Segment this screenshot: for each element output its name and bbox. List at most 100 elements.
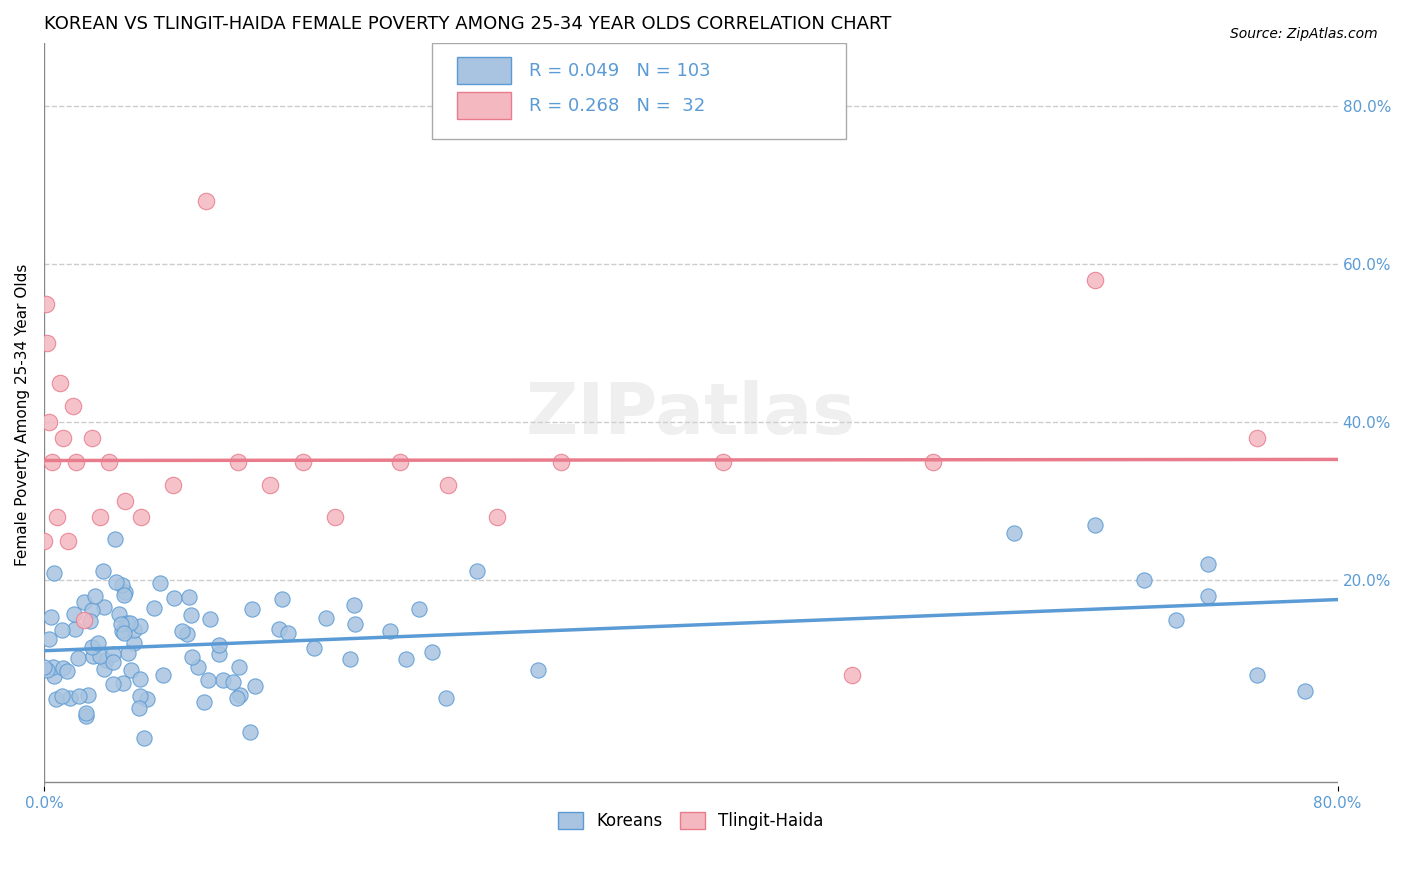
Point: [111, 578, 134, 592]
Point: [97, 455, 120, 469]
Point: [87, 636, 110, 650]
Point: [1002, 525, 1025, 540]
Point: [111, 624, 134, 638]
Point: [42, 668, 65, 682]
Point: [1132, 574, 1154, 588]
Point: [1164, 613, 1187, 627]
Point: [82, 431, 104, 445]
Point: [225, 691, 247, 706]
FancyBboxPatch shape: [457, 57, 510, 85]
Point: [135, 691, 157, 706]
Point: [93, 662, 115, 676]
Point: [122, 624, 145, 638]
Point: [38, 415, 60, 429]
Point: [180, 607, 202, 622]
Point: [80, 640, 103, 654]
Point: [76, 689, 98, 703]
Point: [91, 564, 114, 578]
Point: [172, 624, 194, 639]
Point: [75, 706, 97, 721]
Point: [212, 673, 235, 687]
Point: [101, 647, 124, 661]
Point: [128, 618, 150, 632]
Point: [222, 675, 245, 690]
Point: [269, 622, 291, 636]
Point: [239, 725, 262, 739]
Point: [89, 510, 111, 524]
Point: [45, 510, 67, 524]
Point: [1294, 684, 1316, 698]
Point: [62, 400, 84, 414]
Point: [49, 376, 72, 390]
Point: [408, 602, 430, 616]
Point: [711, 455, 734, 469]
Point: [112, 626, 135, 640]
Point: [187, 660, 209, 674]
Point: [176, 627, 198, 641]
Point: [194, 194, 217, 208]
Point: [32, 533, 55, 548]
Point: [226, 455, 249, 469]
Point: [380, 624, 402, 639]
Point: [79, 614, 101, 628]
Point: [132, 731, 155, 746]
Point: [34, 296, 56, 310]
Point: [152, 667, 174, 681]
Point: [163, 591, 186, 606]
Point: [94, 653, 117, 667]
Point: [1084, 273, 1107, 287]
Point: [550, 455, 572, 469]
Point: [129, 510, 152, 524]
Point: [103, 655, 125, 669]
Point: [118, 616, 141, 631]
Point: [1246, 668, 1268, 682]
Point: [436, 691, 458, 706]
Point: [437, 478, 460, 492]
Point: [208, 638, 231, 652]
Point: [75, 708, 97, 723]
Point: [388, 455, 411, 469]
Point: [62, 607, 84, 621]
Point: [1246, 431, 1268, 445]
Point: [117, 646, 139, 660]
Point: [56, 665, 79, 679]
Point: [89, 648, 111, 663]
Point: [339, 652, 361, 666]
Point: [343, 616, 366, 631]
Point: [395, 652, 418, 666]
Point: [73, 595, 96, 609]
Text: Source: ZipAtlas.com: Source: ZipAtlas.com: [1230, 27, 1378, 41]
Text: R = 0.268   N =  32: R = 0.268 N = 32: [529, 97, 706, 115]
Point: [841, 668, 863, 682]
Point: [104, 532, 127, 546]
Point: [1084, 518, 1107, 533]
Point: [485, 510, 508, 524]
Point: [162, 478, 184, 492]
Point: [149, 575, 172, 590]
Point: [80, 602, 103, 616]
Point: [193, 694, 215, 708]
Point: [179, 591, 201, 605]
Point: [1197, 558, 1219, 572]
Text: ZIPatlas: ZIPatlas: [526, 380, 856, 449]
Point: [51, 690, 73, 704]
Point: [291, 455, 314, 469]
Point: [59, 690, 82, 705]
Point: [128, 701, 150, 715]
Point: [922, 455, 945, 469]
Point: [38, 632, 60, 646]
Point: [110, 616, 132, 631]
Point: [198, 612, 221, 626]
Point: [39, 609, 62, 624]
Point: [73, 613, 96, 627]
Point: [112, 588, 135, 602]
Point: [181, 650, 204, 665]
Point: [122, 636, 145, 650]
Point: [63, 622, 86, 636]
Point: [32, 660, 55, 674]
Point: [343, 598, 366, 612]
Point: [114, 494, 136, 508]
Point: [114, 585, 136, 599]
Point: [208, 647, 231, 661]
Point: [112, 675, 135, 690]
